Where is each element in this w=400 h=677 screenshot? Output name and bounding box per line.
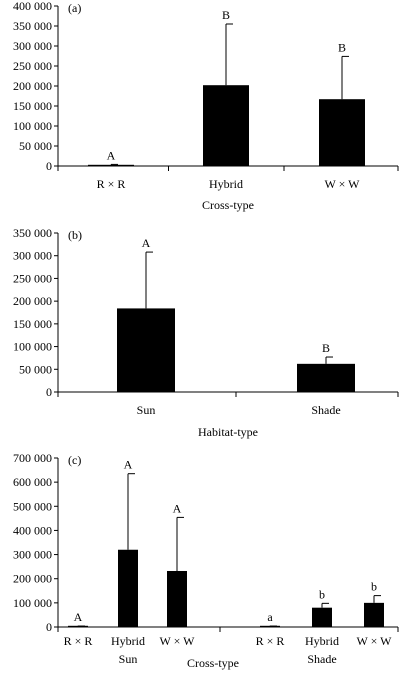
panel-label: (a) xyxy=(68,1,81,15)
y-tick-label: 200 000 xyxy=(13,294,52,308)
y-tick-label: 0 xyxy=(46,159,52,173)
y-tick-label: 400 000 xyxy=(13,523,52,537)
y-tick-label: 50 000 xyxy=(19,362,52,376)
chart-panel-3: 0 100 000 200 000 300 000 400 000 500 000 600 … xyxy=(13,451,399,670)
significance-label: A xyxy=(124,458,133,472)
panel-label: (c) xyxy=(68,453,81,467)
category-label: W × W xyxy=(357,634,393,648)
bar xyxy=(118,549,138,627)
significance-label: b xyxy=(371,580,377,594)
significance-label: A xyxy=(74,610,83,624)
bar xyxy=(297,363,355,392)
y-tick-label: 100 000 xyxy=(13,596,52,610)
y-tick-label: 50 000 xyxy=(19,139,52,153)
bar xyxy=(364,602,384,627)
category-label: R × R xyxy=(256,634,285,648)
y-tick-label: 700 000 xyxy=(13,451,52,465)
bar xyxy=(117,308,175,392)
y-tick-label: 0 xyxy=(46,385,52,399)
category-label: Hybrid xyxy=(305,634,339,648)
y-tick-label: 300 000 xyxy=(13,548,52,562)
significance-label: A xyxy=(173,501,182,515)
bar xyxy=(88,164,134,166)
significance-label: a xyxy=(267,610,273,624)
y-tick-label: 250 000 xyxy=(13,59,52,73)
y-tick-label: 150 000 xyxy=(13,99,52,113)
significance-label: B xyxy=(322,341,330,355)
y-tick-label: 250 000 xyxy=(13,271,52,285)
bar xyxy=(312,607,332,627)
significance-label: b xyxy=(319,587,325,601)
group-label: Shade xyxy=(307,652,336,666)
y-tick-label: 400 000 xyxy=(13,0,52,13)
category-label: R × R xyxy=(97,177,126,191)
y-tick-label: 350 000 xyxy=(13,19,52,33)
significance-label: B xyxy=(222,8,230,22)
category-label: Hybrid xyxy=(111,634,145,648)
y-tick-label: 350 000 xyxy=(13,226,52,240)
group-label: Sun xyxy=(119,652,138,666)
category-label: Shade xyxy=(311,403,340,417)
y-tick-label: 200 000 xyxy=(13,79,52,93)
category-label: W × W xyxy=(325,177,361,191)
y-tick-label: 150 000 xyxy=(13,317,52,331)
category-label: Hybrid xyxy=(209,177,243,191)
category-label: R × R xyxy=(64,634,93,648)
x-axis-title: Cross-type xyxy=(187,656,239,670)
significance-label: B xyxy=(338,40,346,54)
bar xyxy=(167,570,187,627)
category-label: W × W xyxy=(160,634,196,648)
bar xyxy=(319,99,365,166)
significance-label: A xyxy=(107,148,116,162)
category-label: Sun xyxy=(137,403,156,417)
y-tick-label: 0 xyxy=(46,620,52,634)
chart-panel-1: 0 50 000 100 000 150 000 200 000 250 000 300 0… xyxy=(13,0,399,212)
y-tick-label: 600 000 xyxy=(13,475,52,489)
y-tick-label: 100 000 xyxy=(13,340,52,354)
x-axis-title: Cross-type xyxy=(202,198,254,212)
bar xyxy=(203,85,249,166)
y-tick-label: 300 000 xyxy=(13,249,52,263)
x-axis-title: Habitat-type xyxy=(198,425,258,439)
significance-label: A xyxy=(142,236,151,250)
y-tick-label: 500 000 xyxy=(13,499,52,513)
y-tick-label: 100 000 xyxy=(13,119,52,133)
y-tick-label: 200 000 xyxy=(13,572,52,586)
y-tick-label: 300 000 xyxy=(13,39,52,53)
panel-label: (b) xyxy=(68,228,82,242)
chart-panel-2: 0 50 000 100 000 150 000 200 000 250 000 300 0… xyxy=(13,226,399,439)
